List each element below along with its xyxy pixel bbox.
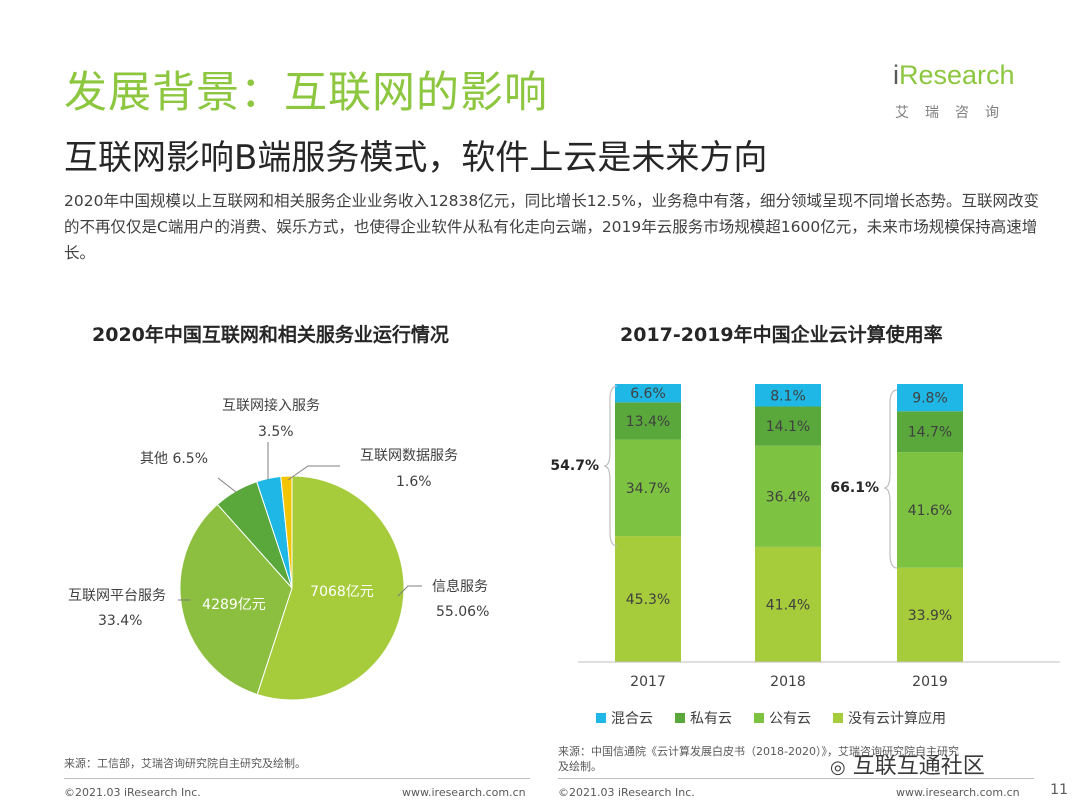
bar-value-label-2019-1: 41.6% bbox=[908, 503, 952, 519]
bar-value-label-2017-2: 13.4% bbox=[626, 414, 670, 430]
legend-item-none: 没有云计算应用 bbox=[833, 708, 946, 728]
bar-segment-2019-1 bbox=[897, 452, 963, 568]
pie-label-platform-name: 互联网平台服务 bbox=[68, 588, 166, 604]
wechat-icon: ◎ bbox=[830, 757, 846, 778]
page-subtitle: 互联网影响B端服务模式，软件上云是未来方向 bbox=[64, 138, 768, 178]
leader-line-data bbox=[287, 465, 340, 481]
bar-value-label-2018-0: 41.4% bbox=[766, 597, 810, 613]
x-tick-label-2018: 2018 bbox=[770, 674, 806, 690]
pie-inner-label-platform: 4289亿元 bbox=[202, 597, 266, 613]
footer-divider-right bbox=[558, 778, 1034, 779]
pie-chart: 7068亿元 4289亿元 信息服务 55.06% 互联网平台服务 33.4% … bbox=[68, 397, 489, 701]
bar-segment-2018-1 bbox=[755, 445, 821, 547]
legend-item-private: 私有云 bbox=[675, 708, 732, 728]
bar-value-label-2019-2: 14.7% bbox=[908, 425, 952, 441]
pie-label-other: 其他 6.5% bbox=[140, 451, 208, 467]
bar-value-label-2017-1: 34.7% bbox=[626, 481, 670, 497]
bracket-label-2017: 54.7% bbox=[550, 458, 599, 474]
iresearch-logo: iResearch 艾瑞咨询 bbox=[893, 60, 1015, 121]
copyright-left: ©2021.03 iResearch Inc. bbox=[64, 786, 201, 799]
page-title: 发展背景：互联网的影响 bbox=[64, 68, 548, 118]
bracket-2019 bbox=[883, 389, 898, 569]
bar-segment-2017-3 bbox=[615, 384, 681, 403]
bracket-label-2019: 66.1% bbox=[830, 480, 879, 496]
bar-value-label-2019-3: 9.8% bbox=[912, 391, 948, 407]
x-tick-label-2017: 2017 bbox=[630, 674, 666, 690]
stacked-bar-chart: 45.3% 34.7% 13.4% 6.6% 41.4% 36.4% 14.1% 8.1% 33… bbox=[550, 384, 1060, 690]
intro-paragraph: 2020年中国规模以上互联网和相关服务企业业务收入12838亿元，同比增长12.… bbox=[64, 192, 1039, 262]
pie-label-info-pct: 55.06% bbox=[436, 604, 489, 620]
leader-line-info bbox=[397, 585, 422, 597]
bar-value-label-2018-2: 14.1% bbox=[766, 419, 810, 435]
leader-line-other bbox=[217, 477, 237, 493]
source-left: 来源：工信部，艾瑞咨询研究院自主研究及绘制。 bbox=[64, 757, 306, 770]
pie-label-info-name: 信息服务 bbox=[432, 578, 488, 595]
pie-label-data-pct: 1.6% bbox=[396, 474, 432, 490]
legend-item-hybrid: 混合云 bbox=[596, 708, 653, 728]
bar-legend: 混合云 私有云 公有云 没有云计算应用 bbox=[596, 708, 946, 728]
pie-chart-title: 2020年中国互联网和相关服务业运行情况 bbox=[92, 324, 449, 346]
footer-divider-left bbox=[64, 778, 530, 779]
bar-chart-title: 2017-2019年中国企业云计算使用率 bbox=[620, 324, 943, 346]
bar-value-label-2018-3: 8.1% bbox=[770, 388, 806, 404]
pie-label-access-pct: 3.5% bbox=[258, 424, 294, 440]
bar-segment-2019-2 bbox=[897, 411, 963, 453]
pie-slice-platform bbox=[179, 503, 293, 696]
url-right: www.iresearch.com.cn bbox=[896, 786, 1020, 799]
bar-segment-2019-3 bbox=[897, 384, 963, 412]
bar-segment-2017-0 bbox=[615, 536, 681, 662]
bar-value-label-2019-0: 33.9% bbox=[908, 608, 952, 624]
legend-item-public: 公有云 bbox=[754, 708, 811, 728]
pie-inner-label-info: 7068亿元 bbox=[310, 584, 374, 600]
bar-segment-2019-0 bbox=[897, 567, 963, 662]
source-right-line2: 及绘制。 bbox=[558, 760, 602, 773]
pie-label-data-name: 互联网数据服务 bbox=[360, 448, 458, 464]
pie-slice-info bbox=[256, 475, 405, 701]
pie-label-platform-pct: 33.4% bbox=[98, 613, 142, 629]
bar-segment-2017-2 bbox=[615, 402, 681, 440]
bar-segment-2018-3 bbox=[755, 384, 821, 407]
pie-label-access-name: 互联网接入服务 bbox=[222, 397, 320, 414]
pie-slice-data bbox=[280, 475, 293, 589]
copyright-right: ©2021.03 iResearch Inc. bbox=[558, 786, 695, 799]
url-left: www.iresearch.com.cn bbox=[402, 786, 526, 799]
watermark: ◎ 互联互通社区 bbox=[830, 754, 985, 779]
page-number: 11 bbox=[1050, 782, 1068, 798]
bar-value-label-2018-1: 36.4% bbox=[766, 489, 810, 505]
bar-value-label-2017-0: 45.3% bbox=[626, 592, 670, 608]
bracket-2017 bbox=[603, 385, 618, 547]
bar-segment-2018-2 bbox=[755, 406, 821, 446]
source-right-line1: 来源：中国信通院《云计算发展白皮书（2018-2020）》，艾瑞咨询研究院自主研… bbox=[558, 745, 959, 758]
x-tick-label-2019: 2019 bbox=[912, 674, 948, 690]
bar-segment-2017-1 bbox=[615, 439, 681, 537]
bar-value-label-2017-3: 6.6% bbox=[630, 386, 666, 402]
bar-segment-2018-0 bbox=[755, 546, 821, 662]
